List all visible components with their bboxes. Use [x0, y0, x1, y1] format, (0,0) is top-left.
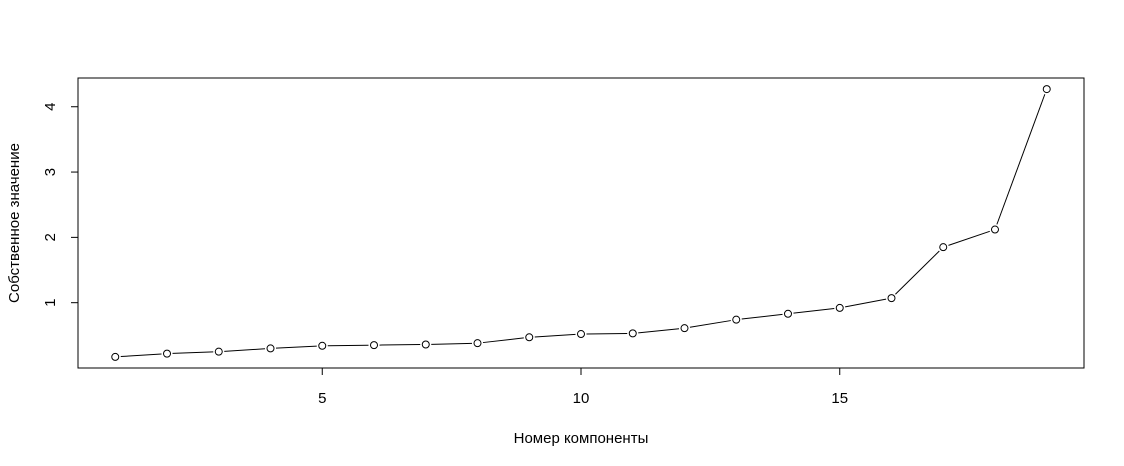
series-line-segment: [996, 94, 1046, 225]
data-point: [370, 341, 379, 350]
series-line-segment: [741, 313, 783, 320]
data-point: [421, 340, 430, 349]
data-point: [680, 324, 689, 333]
y-tick-label: 2: [42, 233, 59, 241]
series-line-segment: [482, 337, 524, 344]
x-tick-label: 15: [831, 390, 848, 407]
data-point: [835, 303, 844, 312]
y-tick-label: 4: [42, 103, 59, 111]
series-line-segment: [689, 320, 731, 328]
data-point: [732, 315, 741, 324]
data-point: [887, 294, 896, 303]
series-line-segment: [120, 353, 162, 358]
y-axis-title: Собственное значение: [6, 143, 23, 303]
series-line-segment: [275, 345, 317, 349]
data-point: [577, 330, 585, 339]
x-tick-label: 5: [318, 390, 326, 407]
series-line-segment: [638, 328, 680, 334]
y-tick-label: 1: [42, 299, 59, 307]
data-point: [163, 349, 172, 358]
series-line-segment: [327, 344, 369, 347]
data-point: [1042, 85, 1051, 94]
series-line-segment: [534, 333, 576, 338]
data-point: [783, 309, 792, 318]
series-line-segment: [948, 230, 990, 246]
series-layer: [111, 85, 1051, 361]
series-line-segment: [224, 348, 266, 352]
data-point: [990, 225, 999, 234]
series-line-segment: [431, 342, 473, 345]
data-point: [473, 339, 482, 348]
x-tick-label: 10: [573, 390, 590, 407]
plot-frame: [77, 77, 1085, 369]
data-point: [318, 341, 327, 350]
series-line-segment: [895, 250, 940, 295]
y-tick-label: 3: [42, 168, 59, 176]
series-line-segment: [379, 344, 421, 346]
x-axis: 5 10 15: [318, 367, 848, 407]
data-point: [266, 344, 275, 353]
data-point: [628, 329, 637, 338]
x-axis-title: Номер компоненты: [514, 430, 649, 447]
data-point: [525, 333, 534, 342]
y-axis: 1 2 3 4: [42, 103, 79, 307]
series-line-segment: [172, 351, 214, 354]
series-line-segment: [793, 308, 835, 314]
data-point: [939, 243, 948, 252]
series-line-segment: [586, 332, 628, 335]
data-point: [111, 352, 120, 361]
data-point: [214, 347, 223, 356]
series-line-segment: [845, 298, 887, 308]
